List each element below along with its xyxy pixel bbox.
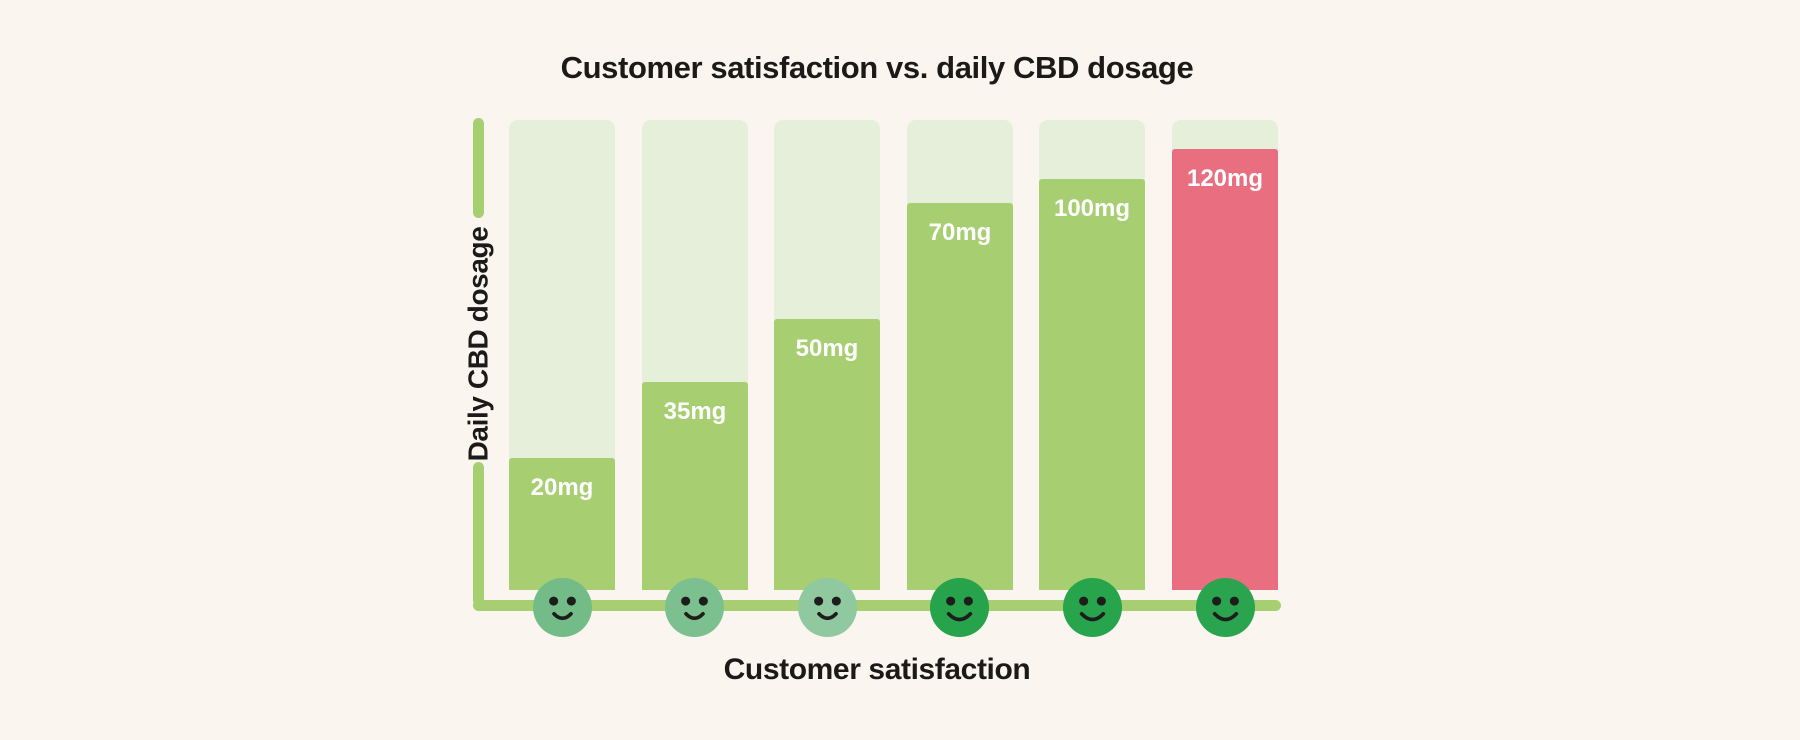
bar-fill-20mg: 20mg [509,458,615,590]
bar-value-label: 120mg [1186,165,1264,192]
chart-title: Customer satisfaction vs. daily CBD dosa… [560,50,1194,85]
x-axis-label: Customer satisfaction [723,653,1031,686]
bar-fill-70mg: 70mg [907,203,1013,590]
y-axis-line-bottom-segment [473,462,484,606]
bar-value-label: 100mg [1053,195,1131,222]
bar-value-label: 50mg [795,335,859,362]
x-axis-line [473,600,1281,611]
bar-fill-120mg: 120mg [1172,149,1278,590]
smiley-face-icon-5 [1063,578,1122,637]
y-axis-label: Daily CBD dosage [462,226,494,462]
bar-value-label: 35mg [663,398,727,425]
smiley-face-icon-6 [1196,578,1255,637]
bar-value-label: 20mg [530,474,594,501]
smiley-face-icon-3 [798,578,857,637]
bar-fill-50mg: 50mg [774,319,880,590]
smiley-face-icon-1 [533,578,592,637]
bar-fill-35mg: 35mg [642,382,748,590]
smiley-face-icon-2 [665,578,724,637]
bar-fill-100mg: 100mg [1039,179,1145,590]
bar-value-label: 70mg [928,219,992,246]
y-axis-line-top-segment [473,118,484,218]
smiley-face-icon-4 [930,578,989,637]
